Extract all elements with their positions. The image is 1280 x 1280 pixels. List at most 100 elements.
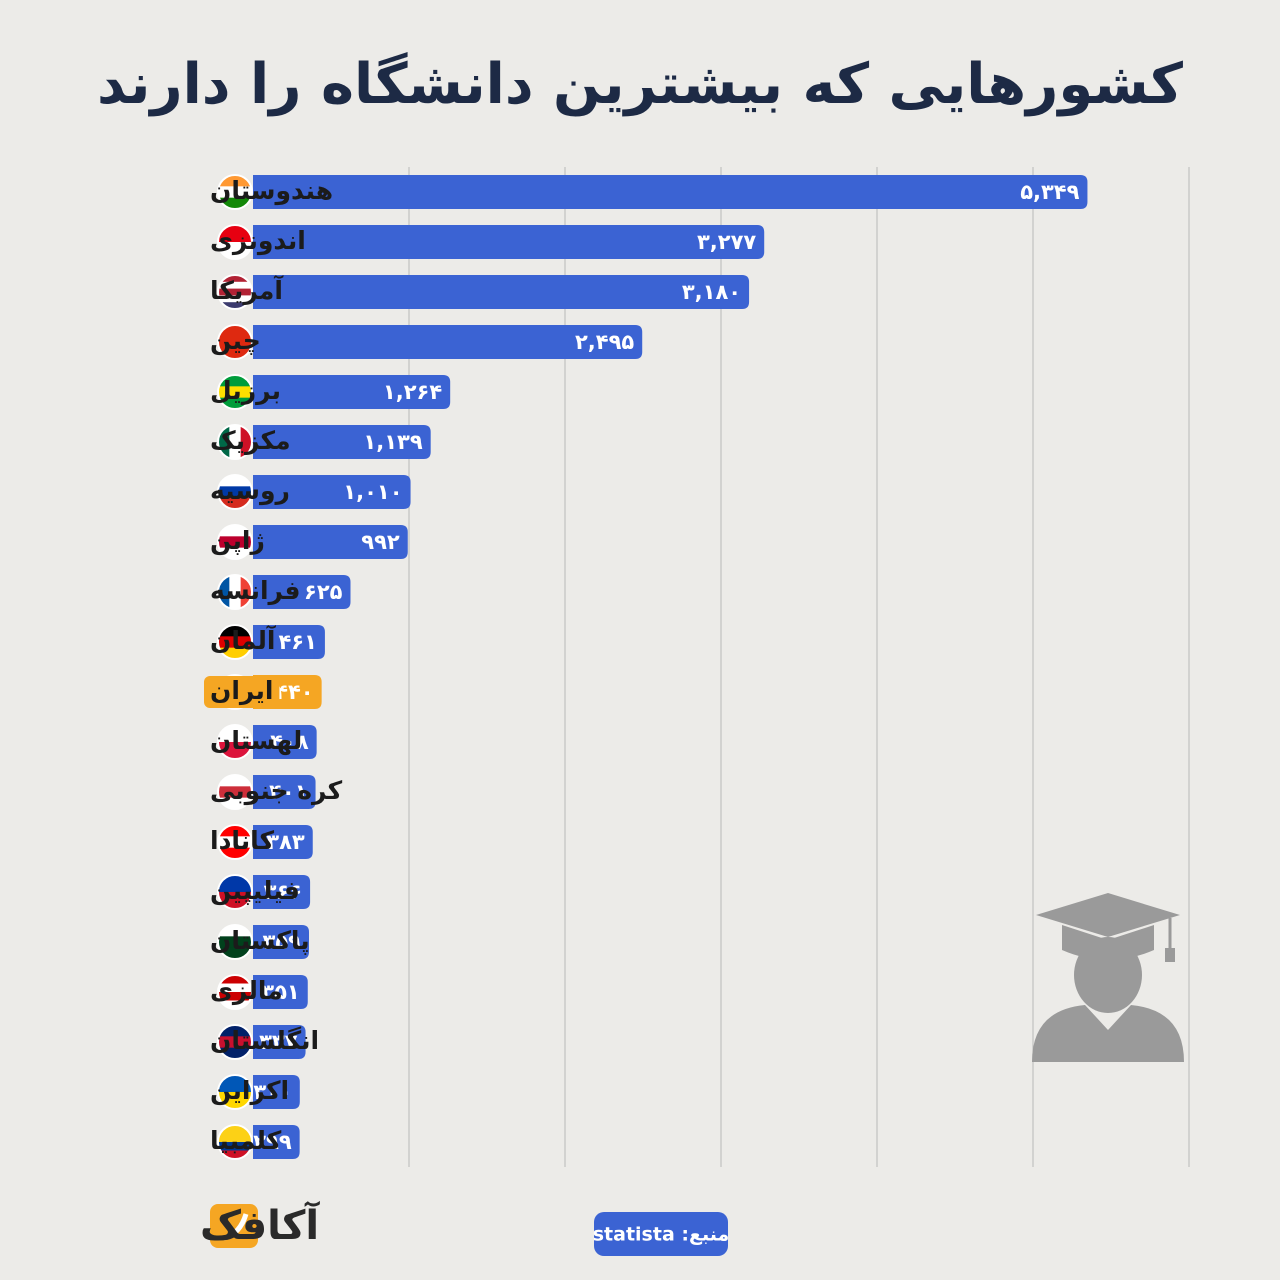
flag-stripe [218,636,252,649]
flag-stripe [218,983,252,993]
flag [218,325,252,359]
flag-border [217,624,253,660]
category-highlight [204,676,280,708]
flag-stripe [218,497,252,509]
category-label: مالزی [210,976,283,1006]
flag [218,575,252,609]
flag-stripe [218,275,252,283]
flag-stripe [218,836,252,849]
bar [253,175,1088,209]
flag-stripe [218,342,252,359]
category-label: انگلستان [210,1026,319,1055]
flag-stripe [218,825,252,837]
flag-border [217,424,253,460]
flag-stripe [218,1075,252,1093]
flag [218,1075,252,1109]
rows: ۵,۳۴۹ هندوستان ۳,۲۷۷ اندونزی ۳,۱۸۰ آمریکا ۲,۴۹… [204,174,1088,1160]
value-label: ۶۲۵ [304,580,343,604]
bar [253,225,765,259]
category-label: لهستان [210,726,302,756]
flag-stripe [218,197,252,209]
bar [253,1025,306,1059]
bar [253,525,408,559]
flag-stripe [218,1150,252,1159]
category-label: برزیل [210,376,281,406]
flag-stripe [240,425,252,459]
flag-stripe [218,847,252,859]
chart-title: کشورهایی که بیشترین دانشگاه را دارند [97,52,1183,117]
flag-border [217,374,253,410]
category-label: آمریکا [210,275,284,306]
flag-stripe [218,302,252,309]
flag-stripe [218,775,252,787]
bar [253,575,351,609]
flag-stripe [218,1000,252,1009]
flag-stripe [218,425,230,459]
graduate-icon [1032,893,1184,1062]
bar [253,625,325,659]
flag-stripe [218,742,252,759]
value-label: ۲۹۹ [253,1130,292,1154]
category-label: اکراین [210,1076,289,1106]
value-label: ۳۰۰ [253,1080,291,1104]
flag [218,975,252,1009]
bar [253,475,411,509]
value-label: ۴۴۰ [275,680,313,704]
flag-stripe [218,295,252,303]
category-label: کانادا [210,826,275,855]
bar [253,275,750,309]
flag-border [217,824,253,860]
flag [218,225,252,259]
bar [253,425,431,459]
flag-stripe [218,797,252,809]
logo: آکافک [200,1200,320,1249]
flag-stripe [218,947,252,959]
flag-stripe [218,375,252,387]
flag-stripe [218,625,252,637]
category-label: مکزیک [210,426,291,456]
flag-stripe [218,1047,252,1059]
flag-border [217,474,253,510]
flag [218,375,252,409]
flag [218,625,252,659]
flag [218,925,252,959]
flag-stripe [218,936,252,949]
bar [253,725,317,759]
category-label: کلمبیا [210,1126,282,1155]
category-label: فرانسه [210,576,300,606]
flag-border [217,324,253,360]
value-label: ۱,۲۶۴ [383,380,442,404]
flag-stripe [218,281,252,290]
bar [253,925,310,959]
flag-border [217,524,253,560]
flag [218,725,252,759]
flag-stripe [218,925,252,937]
flag-stripe [218,325,252,343]
flag-stripe [218,786,252,799]
flag-stripe [229,575,242,609]
value-label: ۴۶۱ [278,630,316,654]
category-label: ژاپن [210,526,265,556]
flag [218,1125,252,1159]
flag-stripe [218,288,252,296]
category-label: روسیه [210,476,290,506]
flag-stripe [218,875,252,893]
value-label: ۹۹۲ [361,530,400,554]
value-label: ۳,۲۷۷ [697,230,756,254]
value-label: ۳۸۳ [266,830,305,854]
value-label: ۳,۱۸۰ [682,280,741,304]
flag-border [217,174,253,210]
flag-stripe [218,992,252,1001]
flag-border [217,224,253,260]
value-label: ۳۶۶ [264,880,302,904]
category-label: کره جنوبی [210,776,343,806]
value-label: ۳۳۷ [259,1030,298,1054]
source: منبع: statista [593,1224,730,1246]
value-label: ۲,۴۹۵ [575,330,634,354]
flag [218,825,252,859]
flag-stripe [218,575,230,609]
flag-stripe [218,647,252,659]
flag-border [217,974,253,1010]
flag [218,175,252,209]
